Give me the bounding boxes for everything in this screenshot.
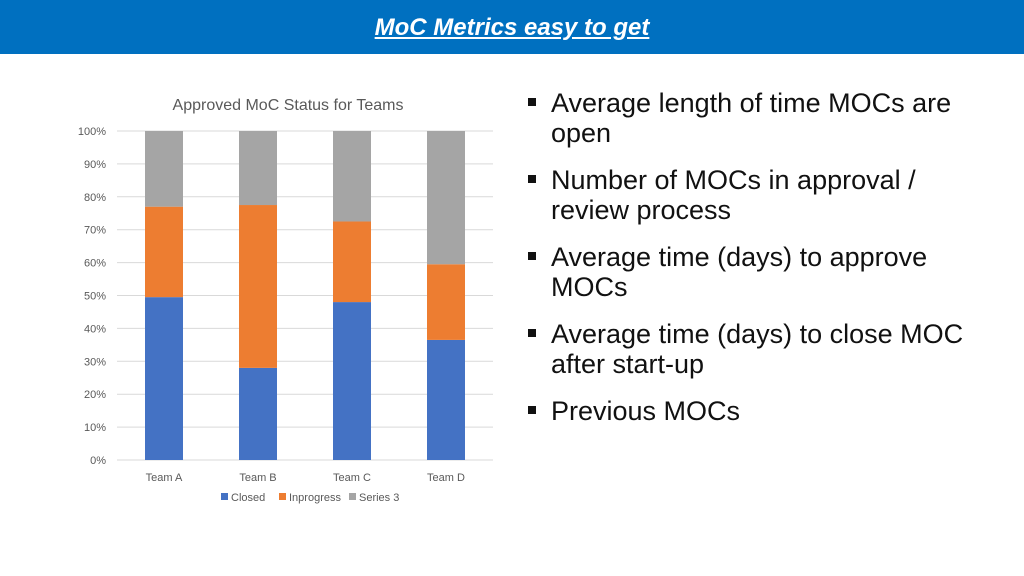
bar-inprogress [427,264,465,340]
bar-series-3 [145,131,183,207]
bar-series-3 [427,131,465,265]
bullet-item: Average time (days) to close MOC after s… [528,319,998,379]
x-tick-label: Team A [146,472,183,484]
y-tick-label: 90% [84,159,106,171]
bullet-item: Number of MOCs in approval / review proc… [528,165,998,225]
y-tick-label: 40% [84,323,106,335]
legend-swatch [221,493,228,500]
bullet-text: Average time (days) to approve MOCs [551,242,928,302]
bar-inprogress [239,205,277,368]
x-tick-label: Team B [239,472,276,484]
y-tick-label: 80% [84,192,106,204]
bar-series-3 [333,131,371,222]
legend-label: Closed [231,492,265,504]
square-bullet-icon [528,98,536,106]
legend-swatch [279,493,286,500]
square-bullet-icon [528,252,536,260]
square-bullet-icon [528,175,536,183]
y-tick-label: 60% [84,258,106,270]
stacked-bar-chart: Approved MoC Status for Teams 0% 10% 20% 30%… [78,97,493,504]
legend-label: Series 3 [359,492,399,504]
bullet-list: Average length of time MOCs are open Num… [528,88,998,443]
bullet-item: Average length of time MOCs are open [528,88,998,148]
chart-container: Approved MoC Status for Teams 0% 10% 20% 30%… [60,88,510,528]
bar-inprogress [145,206,183,298]
y-tick-label: 0% [90,455,106,467]
y-tick-label: 100% [78,126,106,138]
y-tick-label: 10% [84,422,106,434]
title-bar: MoC Metrics easy to get [0,0,1024,54]
square-bullet-icon [528,329,536,337]
bar-closed [333,302,371,460]
bar-series-3 [239,131,277,206]
bullet-text: Average length of time MOCs are open [551,88,952,148]
bar-closed [239,367,277,460]
y-tick-label: 50% [84,291,106,303]
y-tick-label: 20% [84,389,106,401]
x-tick-label: Team D [427,472,465,484]
legend-swatch [349,493,356,500]
bullet-text: Number of MOCs in approval / review proc… [551,165,916,225]
chart-title: Approved MoC Status for Teams [173,97,404,114]
legend-label: Inprogress [289,492,341,504]
bullet-item: Previous MOCs [528,396,998,426]
y-tick-label: 30% [84,356,106,368]
y-tick-label: 70% [84,225,106,237]
bar-closed [145,297,183,460]
slide-title: MoC Metrics easy to get [374,14,650,41]
bar-inprogress [333,221,371,303]
x-tick-label: Team C [333,472,371,484]
bullet-item: Average time (days) to approve MOCs [528,242,998,302]
bullet-text: Previous MOCs [551,396,741,426]
bullet-text: Average time (days) to close MOC after s… [551,319,964,379]
bar-closed [427,339,465,460]
square-bullet-icon [528,406,536,414]
